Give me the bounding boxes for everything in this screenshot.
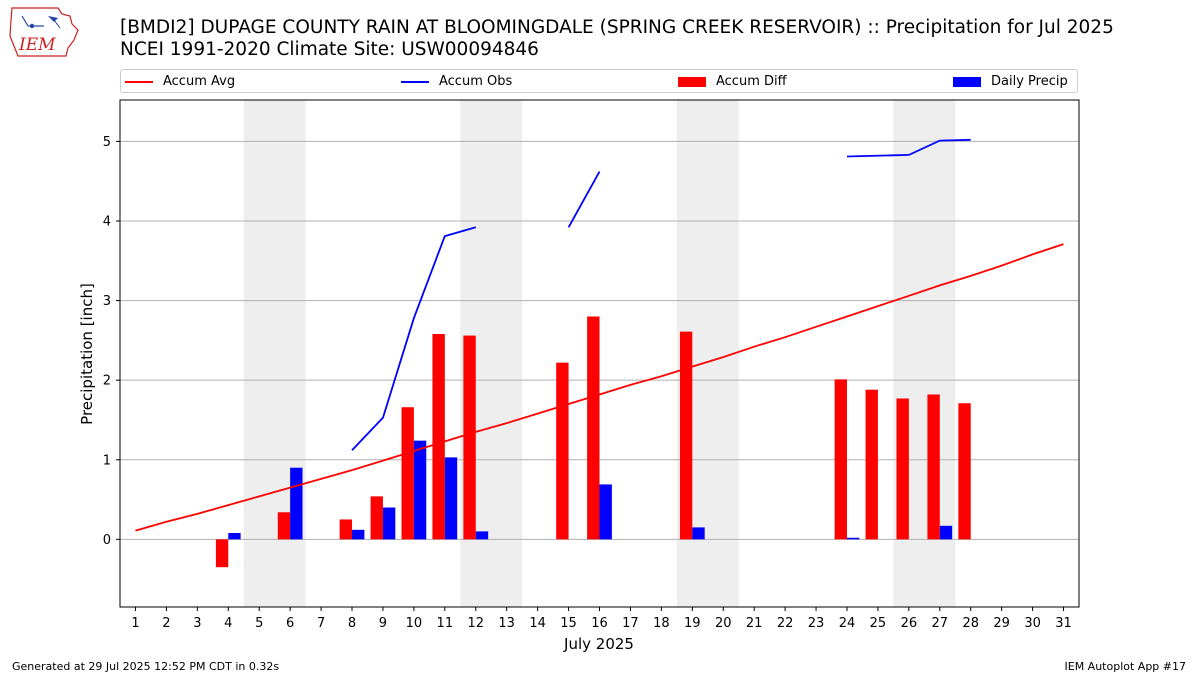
accum-obs-line xyxy=(846,138,971,158)
x-tick-label: 30 xyxy=(1024,616,1041,631)
accum-diff-bar xyxy=(339,519,353,540)
accum-obs-line xyxy=(351,226,477,451)
x-tick-label: 4 xyxy=(224,616,232,631)
daily-precip-bar xyxy=(290,467,303,540)
accum-avg-line xyxy=(135,243,1064,532)
accum-obs-line xyxy=(567,171,601,228)
x-tick-label: 22 xyxy=(777,616,794,631)
legend-label-accum-obs: Accum Obs xyxy=(439,74,513,89)
x-tick-label: 29 xyxy=(993,616,1010,631)
accum-diff-bar xyxy=(896,398,909,540)
chart-title-line1: [BMDI2] DUPAGE COUNTY RAIN AT BLOOMINGDA… xyxy=(120,17,1114,38)
daily-precip-bar xyxy=(846,537,860,540)
y-axis-label: Precipitation [inch] xyxy=(78,283,96,425)
daily-precip-bar xyxy=(444,457,458,540)
y-tick-label: 1 xyxy=(103,453,111,468)
x-tick-label: 20 xyxy=(715,616,732,631)
accum-diff-bar xyxy=(463,335,476,540)
legend-swatch-daily-precip xyxy=(953,76,981,87)
x-tick-label: 28 xyxy=(962,616,979,631)
x-tick-label: 26 xyxy=(901,616,918,631)
x-axis-ticks: 1 2 3 4 5 6 7 8 9 10 11 12 13 14 15 16 17 18 19 20 21 22 23 24 2… xyxy=(131,607,1072,631)
y-tick-label: 3 xyxy=(103,294,111,309)
x-tick-label: 14 xyxy=(529,616,546,631)
accum-diff-bar xyxy=(865,389,878,540)
x-tick-label: 17 xyxy=(622,616,639,631)
daily-precip-bar xyxy=(475,531,489,540)
x-axis-label: July 2025 xyxy=(563,635,634,653)
x-tick-label: 7 xyxy=(317,616,325,631)
legend-item-accum-diff: Accum Diff xyxy=(678,73,787,91)
y-tick-label: 4 xyxy=(103,214,111,229)
legend: Accum Avg Accum Obs Accum Diff Daily Pre… xyxy=(120,69,1078,93)
accum-diff-bar xyxy=(556,362,569,540)
y-tick-label: 2 xyxy=(103,374,111,389)
legend-label-accum-avg: Accum Avg xyxy=(163,74,236,89)
x-tick-label: 16 xyxy=(591,616,608,631)
chart-title-line2: NCEI 1991-2020 Climate Site: USW00094846 xyxy=(120,39,539,60)
x-tick-label: 31 xyxy=(1055,616,1072,631)
legend-swatch-accum-diff xyxy=(678,76,706,87)
legend-item-accum-obs: Accum Obs xyxy=(401,73,512,91)
legend-swatch-accum-avg xyxy=(125,80,153,83)
x-tick-label: 13 xyxy=(498,616,515,631)
x-tick-label: 25 xyxy=(870,616,887,631)
x-tick-label: 18 xyxy=(653,616,670,631)
x-tick-label: 8 xyxy=(348,616,356,631)
y-tick-label: 5 xyxy=(103,135,111,150)
x-tick-label: 5 xyxy=(255,616,263,631)
x-tick-label: 27 xyxy=(932,616,949,631)
x-tick-label: 24 xyxy=(839,616,856,631)
accum-diff-bar xyxy=(587,316,600,540)
accum-diff-bar xyxy=(958,403,971,540)
accum-diff-bar xyxy=(215,539,229,568)
logo-text: IEM xyxy=(18,35,56,55)
x-tick-label: 21 xyxy=(746,616,763,631)
x-tick-label: 9 xyxy=(379,616,387,631)
daily-precip-bar xyxy=(939,525,953,540)
legend-item-daily-precip: Daily Precip xyxy=(953,73,1068,91)
legend-label-daily-precip: Daily Precip xyxy=(991,74,1068,89)
daily-precip-bar xyxy=(382,507,396,540)
accum-diff-bar xyxy=(277,512,291,540)
accum-diff-bar xyxy=(401,407,414,540)
accum-diff-bar xyxy=(927,394,940,540)
x-tick-label: 19 xyxy=(684,616,701,631)
iem-logo: IEM xyxy=(9,7,79,57)
x-tick-label: 3 xyxy=(193,616,201,631)
legend-label-accum-diff: Accum Diff xyxy=(716,74,787,89)
bars xyxy=(215,316,971,568)
lines xyxy=(135,138,1064,532)
daily-precip-bar xyxy=(228,532,241,540)
daily-precip-bar xyxy=(413,440,427,540)
x-tick-label: 11 xyxy=(437,616,454,631)
accum-diff-bar xyxy=(370,496,383,540)
chart-title: [BMDI2] DUPAGE COUNTY RAIN AT BLOOMINGDA… xyxy=(120,17,1114,61)
x-tick-label: 10 xyxy=(406,616,423,631)
x-tick-label: 15 xyxy=(560,616,577,631)
y-axis-ticks: 0 1 2 3 4 5 xyxy=(103,135,120,548)
footer-generated: Generated at 29 Jul 2025 12:52 PM CDT in… xyxy=(12,660,280,673)
daily-precip-bar xyxy=(599,484,612,540)
x-tick-label: 12 xyxy=(467,616,484,631)
legend-item-accum-avg: Accum Avg xyxy=(125,73,235,91)
x-tick-label: 2 xyxy=(162,616,170,631)
daily-precip-bar xyxy=(692,527,705,540)
accum-diff-bar xyxy=(679,331,693,540)
accum-diff-bar xyxy=(834,379,847,540)
legend-swatch-accum-obs xyxy=(401,80,429,83)
y-tick-label: 0 xyxy=(103,533,111,548)
x-tick-label: 6 xyxy=(286,616,294,631)
accum-diff-bar xyxy=(432,334,445,540)
daily-precip-bar xyxy=(352,529,365,540)
x-tick-label: 23 xyxy=(808,616,825,631)
x-tick-label: 1 xyxy=(131,616,139,631)
footer-app-id: IEM Autoplot App #17 xyxy=(1064,660,1187,673)
